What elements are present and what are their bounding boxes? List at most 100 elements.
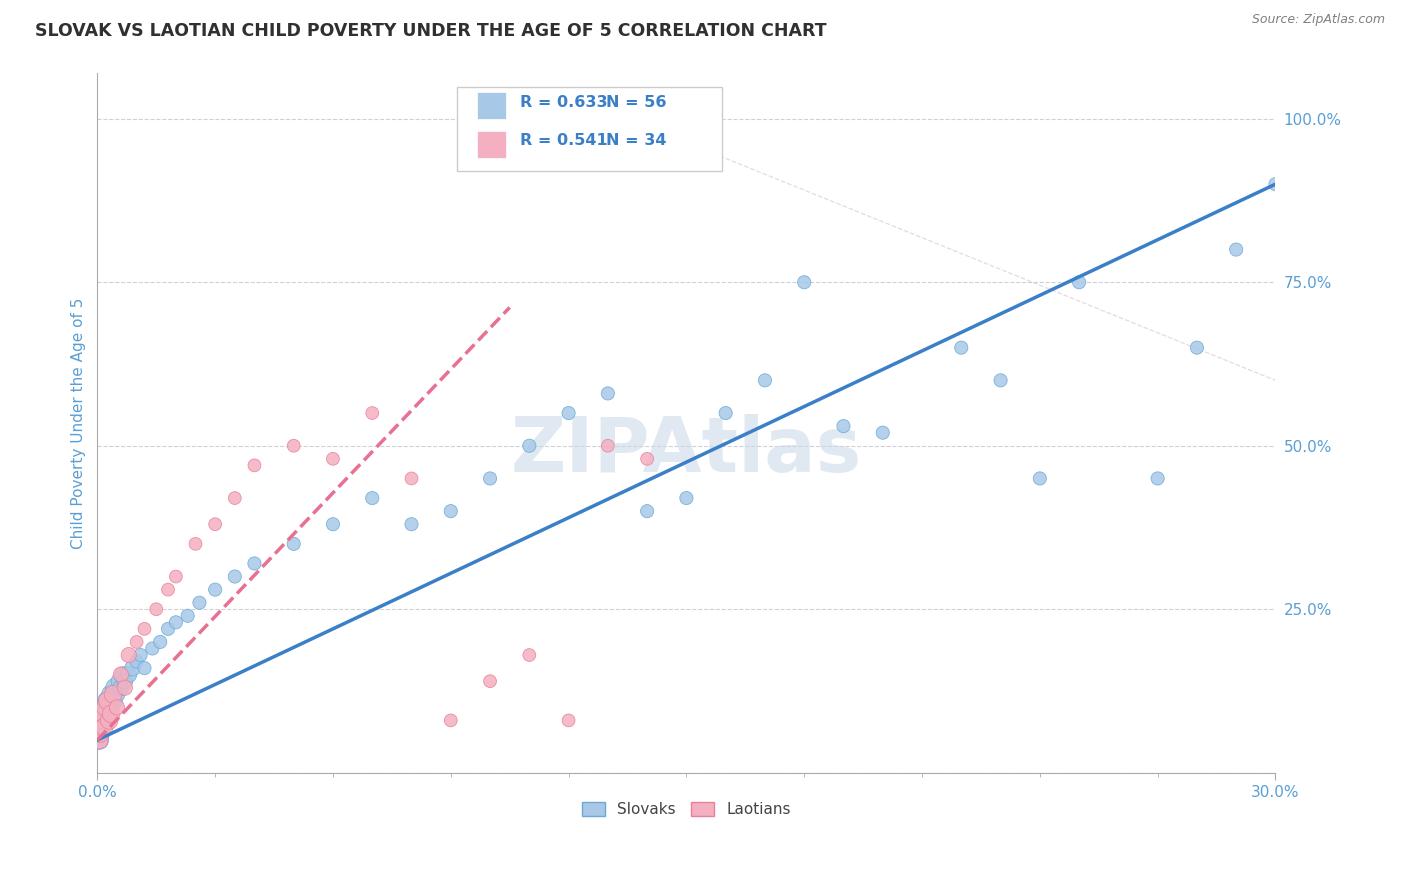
Point <box>165 569 187 583</box>
Point <box>283 439 305 453</box>
Point <box>1185 341 1208 355</box>
Point <box>157 622 180 636</box>
Point <box>204 517 226 532</box>
Point <box>517 648 540 662</box>
Point <box>224 491 246 505</box>
Point <box>950 341 973 355</box>
Point <box>990 373 1012 387</box>
Point <box>157 582 180 597</box>
Point <box>101 694 124 708</box>
Point <box>98 700 121 714</box>
Point <box>129 648 152 662</box>
Point <box>793 275 815 289</box>
Point <box>1225 243 1247 257</box>
Point <box>91 706 114 721</box>
Point <box>125 635 148 649</box>
FancyBboxPatch shape <box>477 93 506 119</box>
Point <box>479 471 502 485</box>
Point <box>440 714 463 728</box>
Point <box>204 582 226 597</box>
Point <box>110 681 132 695</box>
Point <box>98 714 121 728</box>
Point <box>361 406 384 420</box>
Point <box>322 517 344 532</box>
Legend: Slovaks, Laotians: Slovaks, Laotians <box>575 794 799 824</box>
Point <box>557 406 579 420</box>
Point <box>105 700 128 714</box>
Point <box>108 674 131 689</box>
Point <box>118 667 141 681</box>
Point <box>149 635 172 649</box>
Text: R = 0.633: R = 0.633 <box>520 95 607 110</box>
Point <box>105 687 128 701</box>
Point <box>114 681 136 695</box>
Point <box>636 504 658 518</box>
Point <box>145 602 167 616</box>
Point <box>141 641 163 656</box>
Point <box>754 373 776 387</box>
Point <box>243 557 266 571</box>
Point <box>283 537 305 551</box>
Point <box>1069 275 1091 289</box>
Text: R = 0.541: R = 0.541 <box>520 133 607 148</box>
Point <box>557 714 579 728</box>
Point <box>89 733 111 747</box>
Text: Source: ZipAtlas.com: Source: ZipAtlas.com <box>1251 13 1385 27</box>
Point <box>94 706 117 721</box>
Point <box>636 451 658 466</box>
Point <box>91 714 114 728</box>
Point <box>1264 177 1286 191</box>
Point <box>134 622 156 636</box>
Point <box>89 733 111 747</box>
Point <box>104 681 127 695</box>
Text: ZIPAtlas: ZIPAtlas <box>510 414 862 488</box>
Point <box>96 694 118 708</box>
Point <box>176 608 198 623</box>
Point <box>111 667 134 681</box>
Point <box>118 648 141 662</box>
Point <box>832 419 855 434</box>
Point <box>101 687 124 701</box>
Point <box>90 720 112 734</box>
Point <box>134 661 156 675</box>
Point <box>94 700 117 714</box>
Y-axis label: Child Poverty Under the Age of 5: Child Poverty Under the Age of 5 <box>72 297 86 549</box>
Point <box>243 458 266 473</box>
Point <box>125 655 148 669</box>
Text: N = 56: N = 56 <box>606 95 666 110</box>
Point <box>90 720 112 734</box>
Point <box>872 425 894 440</box>
Point <box>440 504 463 518</box>
Point <box>94 700 117 714</box>
Point <box>224 569 246 583</box>
Point <box>110 667 132 681</box>
Point <box>96 694 118 708</box>
Point <box>89 726 111 740</box>
Text: N = 34: N = 34 <box>606 133 666 148</box>
Point <box>165 615 187 630</box>
Point <box>596 439 619 453</box>
Point <box>184 537 207 551</box>
Point <box>401 517 423 532</box>
Point <box>100 687 122 701</box>
Text: SLOVAK VS LAOTIAN CHILD POVERTY UNDER THE AGE OF 5 CORRELATION CHART: SLOVAK VS LAOTIAN CHILD POVERTY UNDER TH… <box>35 22 827 40</box>
FancyBboxPatch shape <box>457 87 721 171</box>
Point <box>401 471 423 485</box>
Point <box>91 714 114 728</box>
Point <box>89 726 111 740</box>
FancyBboxPatch shape <box>477 131 506 158</box>
Point <box>517 439 540 453</box>
Point <box>100 706 122 721</box>
Point <box>91 706 114 721</box>
Point <box>93 714 115 728</box>
Point <box>596 386 619 401</box>
Point <box>121 661 143 675</box>
Point <box>1146 471 1168 485</box>
Point <box>1029 471 1052 485</box>
Point <box>188 596 211 610</box>
Point <box>479 674 502 689</box>
Point <box>361 491 384 505</box>
Point <box>714 406 737 420</box>
Point <box>93 720 115 734</box>
Point <box>114 674 136 689</box>
